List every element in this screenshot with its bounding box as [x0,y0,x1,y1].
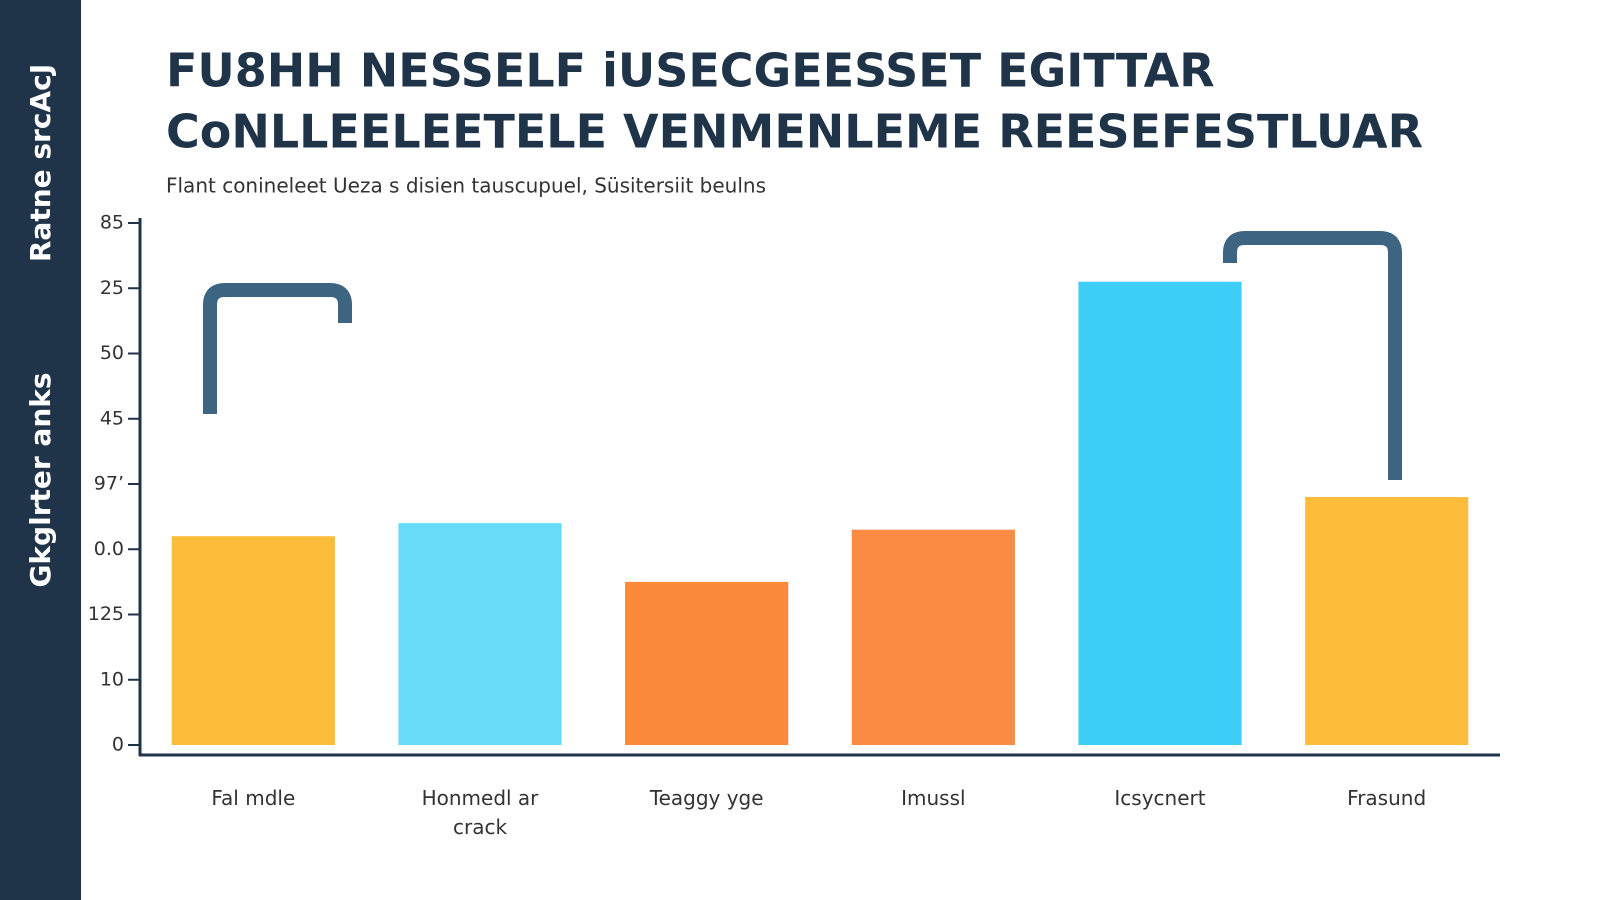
chart-subtitle: Flant coninelеet Ueza s disien tauscupue… [166,174,766,198]
x-tick-label: Teaggy yge [649,786,764,810]
bar [625,581,789,745]
y-tick-label: 10 [100,668,124,690]
y-tick-label: 50 [100,342,124,364]
y-tick-label: 45 [100,407,124,429]
y-axis-label: Gkglrter anks [24,372,57,587]
bar [1305,497,1469,745]
x-tick-label: Frasund [1347,786,1427,810]
chart-title: FU8HH NESSELF iUSECGEESSET EGITTAR [166,44,1215,98]
y-tick-label: 85 [100,212,124,234]
bar [1078,281,1242,745]
bracket [1223,231,1402,480]
x-tick-label: Icsycnert [1114,786,1206,810]
sidebar-label: Ratne srcAcJ [24,64,57,262]
x-tick-label: Honmedl ar crack [421,786,539,839]
y-tick-label: 25 [100,277,124,299]
bar [851,529,1015,745]
x-tick-label: Fal mdle [211,786,296,810]
bracket [203,283,352,414]
sidebar [0,0,81,900]
bar [398,523,562,745]
y-tick-label: 0.0 [94,538,124,560]
x-tick-label: Imussl [901,786,966,810]
chart-title: CoNLLEELEETELE VENMENLEME REESEFESTLUAR [166,105,1423,159]
bar [171,536,335,745]
y-tick-label: 125 [88,603,124,625]
y-tick-label: 0 [112,734,124,756]
y-tick-label: 97’ [94,473,124,495]
